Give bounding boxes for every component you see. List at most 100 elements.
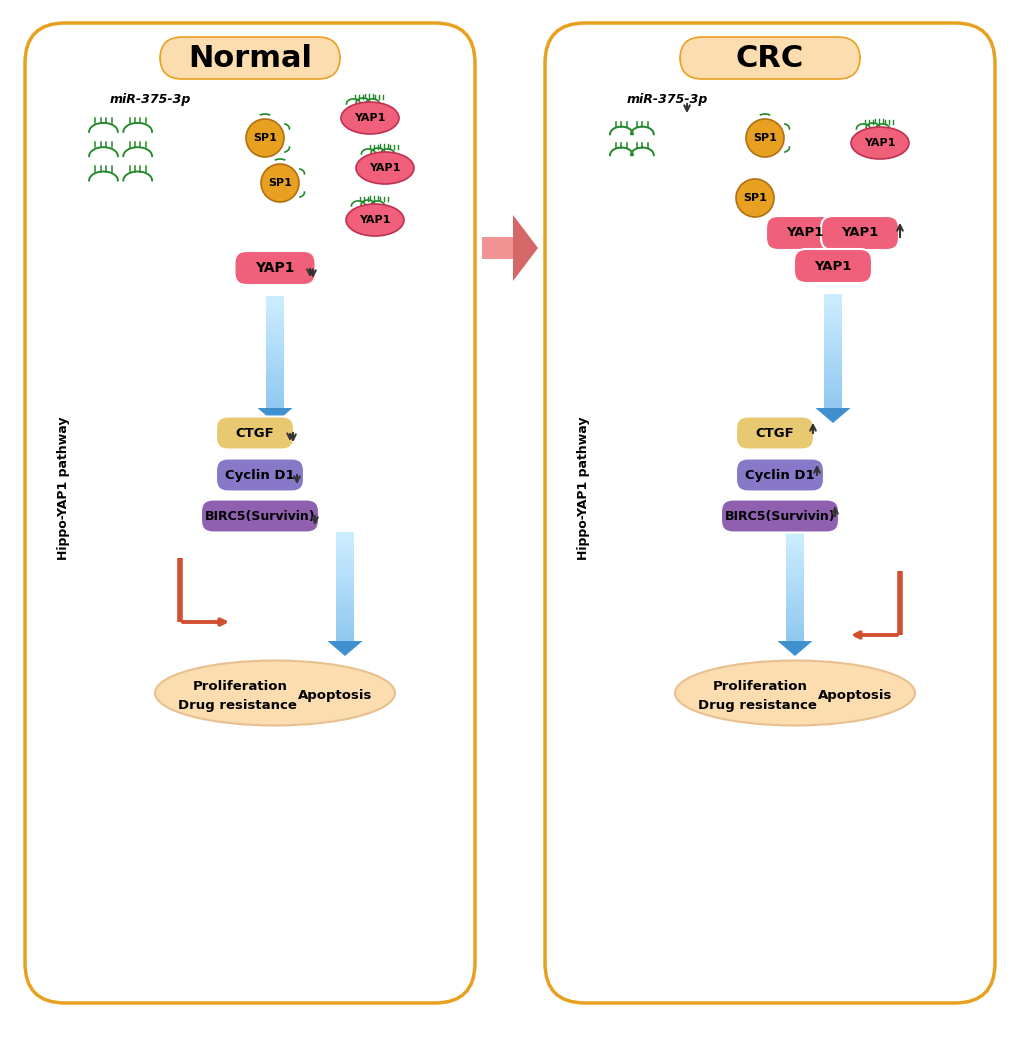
Bar [823,309,841,313]
Bar [786,554,803,557]
Bar [335,536,354,540]
Bar [266,307,283,311]
Bar [335,565,354,569]
Bar [823,385,841,389]
Polygon shape [482,237,513,260]
Polygon shape [327,641,362,656]
Bar [823,366,841,370]
Text: YAP1: YAP1 [359,215,390,225]
Bar [335,550,354,554]
Bar [823,351,841,355]
Bar [823,404,841,408]
Bar [786,536,803,540]
Bar [786,601,803,605]
Bar [266,333,283,337]
FancyBboxPatch shape [201,499,319,532]
Bar [823,381,841,385]
Bar [335,543,354,547]
Bar [335,554,354,557]
Text: Cyclin D1: Cyclin D1 [225,468,294,482]
Bar [266,349,283,352]
Text: Hippo-YAP1 pathway: Hippo-YAP1 pathway [576,416,589,559]
Bar [266,385,283,389]
Ellipse shape [850,127,908,159]
Bar [266,356,283,359]
Bar [786,540,803,543]
Bar [266,352,283,356]
Polygon shape [257,408,292,424]
Text: miR-375-3p: miR-375-3p [110,93,192,106]
Text: Normal: Normal [187,44,312,73]
Bar [823,317,841,321]
Text: miR-375-3p: miR-375-3p [627,93,707,106]
Bar [335,630,354,634]
Text: Drug resistance: Drug resistance [177,700,297,712]
Ellipse shape [745,119,784,157]
Bar [266,382,283,385]
Bar [266,311,283,315]
Text: CTGF: CTGF [235,427,274,439]
Ellipse shape [675,660,914,726]
Bar [823,370,841,374]
FancyBboxPatch shape [544,23,994,1003]
Bar [823,305,841,309]
Bar [335,594,354,598]
Bar [266,371,283,375]
Bar [786,550,803,554]
Bar [335,572,354,576]
Bar [786,532,803,536]
Text: Drug resistance: Drug resistance [697,700,815,712]
Text: YAP1: YAP1 [813,260,851,273]
Bar [786,630,803,634]
Bar [335,616,354,620]
Bar [335,598,354,601]
Bar [823,332,841,336]
FancyBboxPatch shape [793,249,871,283]
Bar [786,569,803,572]
FancyBboxPatch shape [234,251,315,285]
Bar [823,401,841,404]
Bar [266,319,283,322]
Bar [266,397,283,401]
Bar [786,634,803,637]
Bar [266,345,283,349]
Bar [823,313,841,317]
FancyBboxPatch shape [820,216,898,250]
Text: SP1: SP1 [253,133,277,143]
Bar [823,389,841,392]
Bar [786,576,803,579]
Ellipse shape [345,204,404,236]
Bar [786,620,803,623]
FancyBboxPatch shape [160,37,339,79]
FancyBboxPatch shape [720,499,839,532]
Bar [335,634,354,637]
Text: Cyclin D1: Cyclin D1 [745,468,814,482]
Bar [823,298,841,302]
Text: YAP1: YAP1 [863,138,895,148]
Bar [266,337,283,340]
Bar [786,594,803,598]
Bar [266,300,283,303]
FancyBboxPatch shape [216,416,293,449]
Ellipse shape [340,102,398,134]
Bar [823,347,841,351]
Bar [266,315,283,319]
Bar [823,355,841,358]
Text: Proliferation: Proliferation [712,680,807,692]
Text: SP1: SP1 [742,193,766,203]
Bar [823,336,841,339]
Bar [786,565,803,569]
Bar [335,623,354,627]
Polygon shape [815,408,850,424]
Bar [823,325,841,328]
Bar [266,404,283,408]
Bar [823,378,841,381]
Bar [335,627,354,630]
Bar [823,294,841,298]
Bar [335,591,354,594]
Bar [786,557,803,562]
Bar [335,612,354,616]
Bar [335,557,354,562]
Text: YAP1: YAP1 [255,261,294,275]
Bar [786,591,803,594]
